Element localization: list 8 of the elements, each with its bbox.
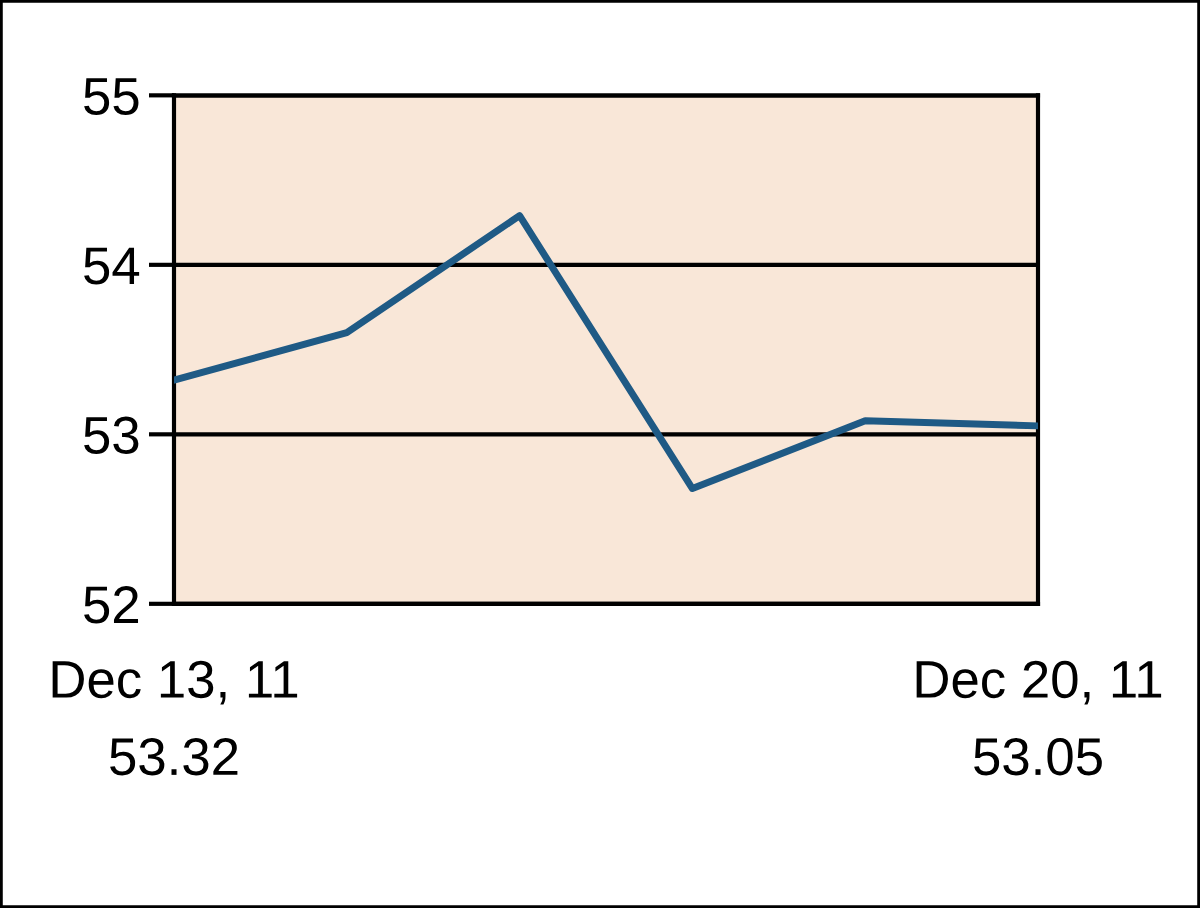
y-tick-label: 55 (84, 78, 139, 115)
y-tick-label: 54 (84, 247, 140, 285)
data-label: 53.05 (974, 738, 1102, 776)
data-label: 53.32 (110, 738, 238, 776)
y-tick-label: 53 (84, 416, 139, 454)
y-tick-label: 52 (84, 586, 139, 624)
x-tick-label: Dec 13, 11 (52, 660, 298, 705)
x-tick-label: Dec 20, 11 (916, 660, 1162, 705)
